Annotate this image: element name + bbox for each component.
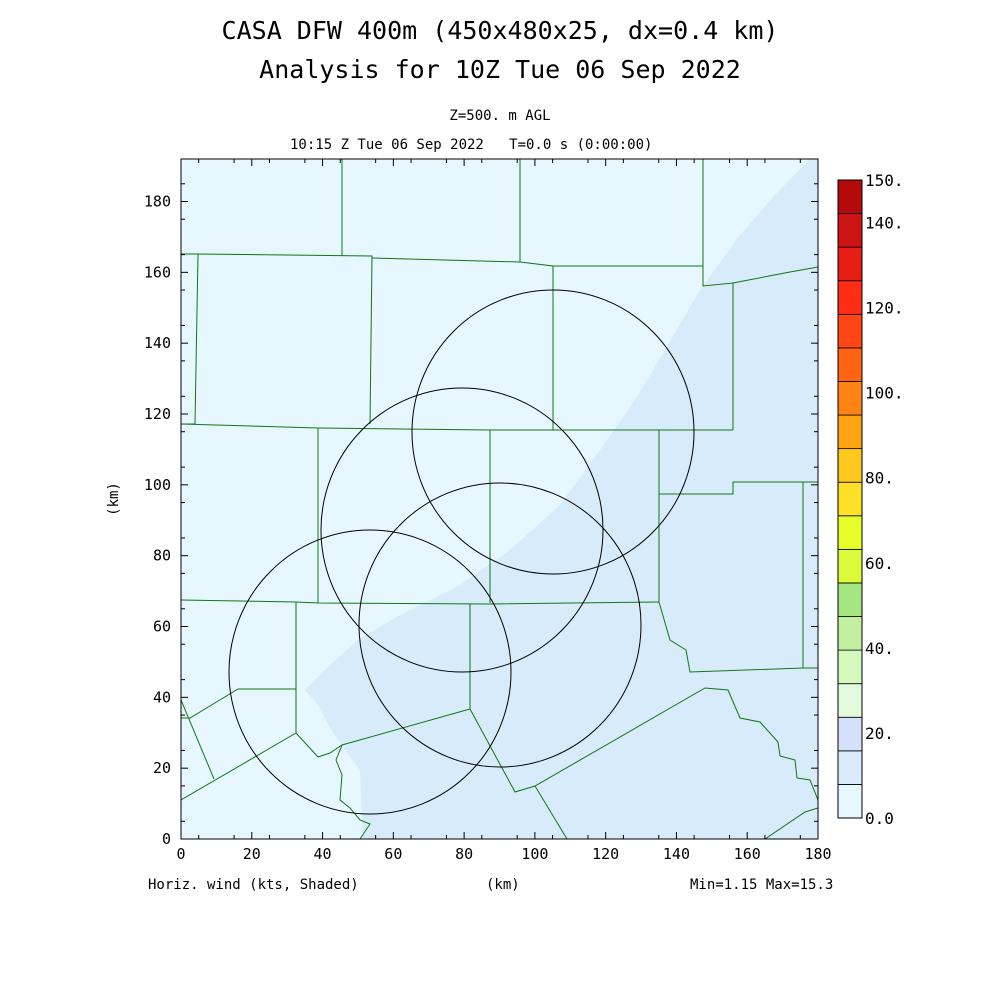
county-line — [371, 257, 554, 430]
colorbar-swatch — [837, 716, 863, 752]
x-tick-label: 0 — [176, 845, 185, 863]
colorbar-swatch — [837, 750, 863, 785]
x-tick-label: 40 — [314, 845, 332, 863]
x-axis-label: (km) — [486, 877, 520, 893]
colorbar-swatch — [837, 414, 863, 450]
x-tick-label: 140 — [663, 845, 690, 863]
colorbar-swatch — [837, 313, 863, 349]
field-description: Horiz. wind (kts, Shaded) — [148, 877, 359, 893]
colorbar-swatch — [837, 649, 863, 685]
colorbar-label: 20. — [865, 724, 894, 743]
valid-time-label: 10:15 Z Tue 06 Sep 2022 T=0.0 s (0:00:00… — [290, 137, 653, 153]
colorbar: 0.0 20. 40. 60. 80. 100. 120. 140. 150. — [837, 171, 904, 828]
county-line — [197, 253, 373, 425]
county-line — [732, 266, 818, 284]
colorbar-swatch — [837, 179, 863, 214]
y-tick-label: 100 — [144, 476, 171, 494]
x-tick-label: 120 — [592, 845, 619, 863]
county-line — [181, 688, 296, 719]
y-tick-label: 120 — [144, 405, 171, 423]
y-tick-label: 180 — [144, 193, 171, 211]
colorbar-swatch — [837, 481, 863, 517]
x-tick-label: 80 — [455, 845, 473, 863]
county-line — [534, 785, 568, 839]
plot-title: CASA DFW 400m (450x480x25, dx=0.4 km) — [221, 16, 779, 45]
y-axis-ticks: 0 20 40 60 80 100 120 140 160 180 — [144, 183, 818, 848]
county-line — [659, 481, 804, 668]
min-max-label: Min=1.15 Max=15.3 — [690, 877, 834, 893]
colorbar-swatch — [837, 246, 863, 282]
y-tick-label: 0 — [162, 830, 171, 848]
y-tick-label: 40 — [153, 688, 171, 706]
colorbar-label: 140. — [865, 214, 904, 233]
colorbar-swatch — [837, 280, 863, 315]
y-axis-label: (km) — [106, 482, 122, 516]
colorbar-label: 120. — [865, 299, 904, 318]
colorbar-swatch — [837, 347, 863, 382]
county-line — [658, 601, 818, 673]
colorbar-label: 60. — [865, 554, 894, 573]
colorbar-swatch — [837, 381, 863, 416]
county-line — [764, 807, 818, 839]
colorbar-swatch — [837, 683, 863, 718]
level-label: Z=500. m AGL — [449, 108, 551, 124]
colorbar-label: 80. — [865, 469, 894, 488]
county-boundaries — [181, 159, 818, 839]
x-tick-label: 100 — [521, 845, 548, 863]
county-line — [181, 699, 215, 780]
county-line — [335, 744, 371, 839]
plot-subtitle: Analysis for 10Z Tue 06 Sep 2022 — [259, 55, 741, 84]
y-tick-label: 60 — [153, 618, 171, 636]
colorbar-swatch — [837, 515, 863, 550]
radar-range-ring — [228, 529, 512, 815]
x-tick-label: 20 — [243, 845, 261, 863]
county-line — [702, 266, 734, 430]
colorbar-swatch — [837, 448, 863, 483]
radar-range-ring — [411, 289, 695, 575]
colorbar-frame — [837, 179, 863, 819]
y-tick-label: 140 — [144, 334, 171, 352]
y-tick-label: 20 — [153, 759, 171, 777]
radar-range-rings — [228, 289, 695, 815]
colorbar-swatch — [837, 784, 863, 819]
y-tick-label: 80 — [153, 547, 171, 565]
x-axis-ticks: 0 20 40 60 80 100 120 140 160 180 — [176, 159, 832, 863]
colorbar-label: 100. — [865, 384, 904, 403]
radar-range-ring — [320, 387, 604, 673]
colorbar-label: 40. — [865, 639, 894, 658]
radar-range-ring — [358, 482, 642, 768]
y-tick-label: 160 — [144, 263, 171, 281]
colorbar-swatch — [837, 582, 863, 617]
x-tick-label: 60 — [384, 845, 402, 863]
colorbar-label: 0.0 — [865, 809, 894, 828]
colorbar-swatch — [837, 616, 863, 651]
county-line — [181, 599, 660, 605]
x-tick-label: 160 — [734, 845, 761, 863]
colorbar-swatch — [837, 548, 863, 584]
x-tick-label: 180 — [804, 845, 831, 863]
colorbar-label: 150. — [865, 171, 904, 190]
colorbar-swatch — [837, 213, 863, 248]
plot-frame — [180, 158, 819, 840]
